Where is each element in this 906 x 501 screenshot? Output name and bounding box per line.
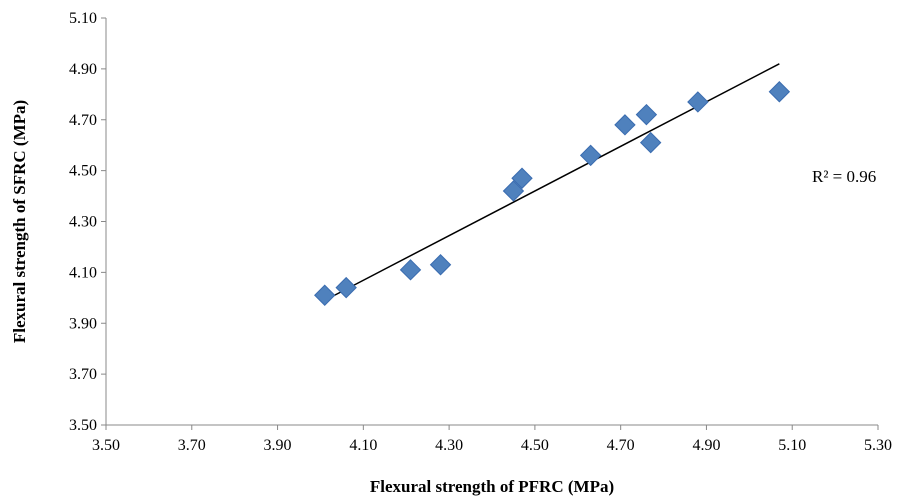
data-point [635,103,658,126]
data-point [687,91,709,113]
y-tick-label: 3.70 [69,366,97,383]
y-tick-label: 4.70 [69,112,97,129]
x-axis-ticks: 3.50 3.70 3.90 4.10 4.30 4.50 4.70 4.90 5.10 5.30 [92,425,892,454]
y-tick-label: 4.90 [69,61,97,78]
y-tick-label: 4.10 [69,264,97,281]
x-tick-label: 4.70 [607,437,635,454]
data-point [502,180,525,202]
trendline [324,63,780,302]
x-tick-label: 4.10 [349,437,377,454]
data-point [639,131,662,154]
x-tick-label: 4.90 [692,437,720,454]
x-tick-label: 3.90 [264,437,292,454]
data-point [511,167,533,189]
data-point [314,284,336,306]
data-point [614,114,636,136]
axes [105,18,878,426]
y-tick-label: 3.50 [69,417,97,434]
x-tick-label: 3.70 [178,437,206,454]
y-tick-label: 5.10 [69,10,97,27]
data-points [314,81,791,306]
x-tick-label: 5.10 [778,437,806,454]
data-point [335,276,357,299]
data-point [399,259,422,281]
data-point [768,81,791,103]
y-axis-title: Flexural strength of SFRC (MPa) [10,100,29,343]
data-point [579,144,602,167]
y-axis-ticks: 3.50 3.70 3.90 4.10 4.30 4.50 4.70 4.90 5.10 [69,10,106,434]
x-tick-label: 5.30 [864,437,892,454]
x-tick-label: 4.30 [435,437,463,454]
r-squared-annotation: R² = 0.96 [812,167,876,186]
y-tick-label: 4.30 [69,214,97,231]
y-tick-label: 4.50 [69,163,97,180]
data-point [429,254,452,276]
x-tick-label: 4.50 [521,437,549,454]
y-tick-label: 3.90 [69,315,97,332]
x-axis-title: Flexural strength of PFRC (MPa) [370,477,614,496]
x-tick-label: 3.50 [92,437,120,454]
